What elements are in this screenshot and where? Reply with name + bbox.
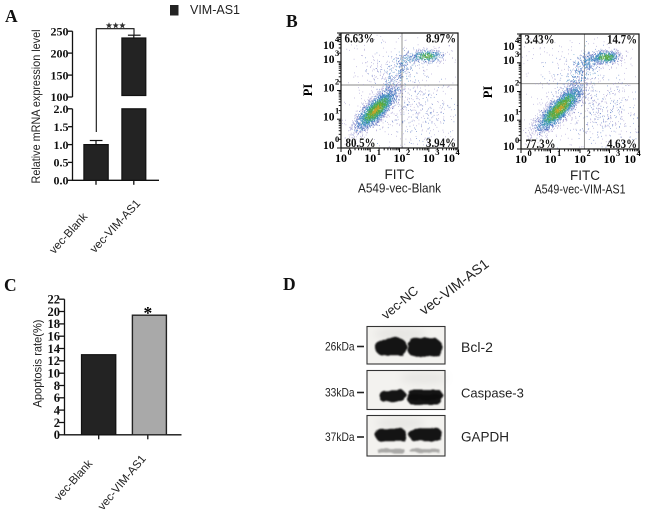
svg-text:200: 200 xyxy=(51,46,69,60)
svg-text:10: 10 xyxy=(323,111,335,123)
svg-text:150: 150 xyxy=(51,68,69,82)
svg-text:0: 0 xyxy=(335,134,339,144)
svg-text:10: 10 xyxy=(423,151,435,165)
svg-text:3: 3 xyxy=(515,49,519,59)
svg-text:10: 10 xyxy=(394,151,406,165)
svg-text:250: 250 xyxy=(51,24,69,38)
svg-text:8: 8 xyxy=(54,379,60,393)
svg-text:Apoptosis rate(%): Apoptosis rate(%) xyxy=(31,319,45,407)
svg-text:10: 10 xyxy=(48,367,61,381)
svg-text:3.43%: 3.43% xyxy=(525,32,555,46)
svg-text:2: 2 xyxy=(54,416,60,430)
svg-text:FITC: FITC xyxy=(570,168,600,183)
svg-text:0: 0 xyxy=(348,147,352,157)
svg-text:6: 6 xyxy=(54,391,60,405)
svg-text:A: A xyxy=(5,6,18,26)
svg-text:GAPDH: GAPDH xyxy=(461,430,509,445)
svg-text:B: B xyxy=(286,11,298,31)
svg-text:20: 20 xyxy=(48,305,61,319)
svg-text:10: 10 xyxy=(503,84,515,96)
svg-text:10: 10 xyxy=(323,40,335,52)
svg-text:3: 3 xyxy=(435,147,439,157)
svg-text:10: 10 xyxy=(323,54,335,66)
svg-text:4.63%: 4.63% xyxy=(607,137,637,151)
svg-text:4: 4 xyxy=(637,148,642,158)
svg-text:4: 4 xyxy=(335,34,340,44)
svg-text:PI: PI xyxy=(301,84,315,97)
svg-text:10: 10 xyxy=(443,151,455,165)
svg-text:18: 18 xyxy=(48,317,61,331)
svg-text:PI: PI xyxy=(481,86,495,99)
svg-text:26kDa: 26kDa xyxy=(325,340,355,354)
svg-text:4: 4 xyxy=(54,403,61,417)
svg-text:10: 10 xyxy=(323,83,335,95)
svg-text:4: 4 xyxy=(515,35,520,45)
svg-text:1: 1 xyxy=(335,105,339,115)
svg-text:80.5%: 80.5% xyxy=(346,136,376,150)
svg-text:10: 10 xyxy=(574,152,586,166)
svg-text:*: * xyxy=(144,303,153,323)
svg-text:Caspase-3: Caspase-3 xyxy=(461,386,524,401)
svg-text:10: 10 xyxy=(503,112,515,124)
svg-text:0: 0 xyxy=(515,135,519,145)
svg-text:10: 10 xyxy=(545,152,557,166)
svg-text:A549-vec-VIM-AS1: A549-vec-VIM-AS1 xyxy=(535,182,626,197)
svg-text:1: 1 xyxy=(557,148,561,158)
svg-text:16: 16 xyxy=(48,330,61,344)
svg-text:Bcl-2: Bcl-2 xyxy=(461,339,493,355)
svg-text:12: 12 xyxy=(48,354,61,368)
svg-text:10: 10 xyxy=(364,151,376,165)
svg-text:Relative mRNA expression level: Relative mRNA expression level xyxy=(29,30,43,184)
svg-text:3: 3 xyxy=(335,48,339,58)
svg-text:4: 4 xyxy=(456,147,461,157)
svg-text:1.5: 1.5 xyxy=(54,120,69,134)
svg-text:10: 10 xyxy=(604,152,616,166)
svg-text:14: 14 xyxy=(48,342,61,356)
svg-text:0: 0 xyxy=(528,148,532,158)
svg-text:FITC: FITC xyxy=(385,167,415,182)
svg-text:14.7%: 14.7% xyxy=(607,32,637,46)
svg-text:6.63%: 6.63% xyxy=(345,31,375,45)
svg-text:D: D xyxy=(283,274,296,294)
svg-text:1: 1 xyxy=(377,147,381,157)
svg-text:8.97%: 8.97% xyxy=(426,31,456,45)
svg-text:2: 2 xyxy=(587,148,591,158)
svg-text:0.5: 0.5 xyxy=(54,156,69,170)
svg-text:2: 2 xyxy=(406,147,410,157)
svg-text:3: 3 xyxy=(616,148,620,158)
svg-text:1: 1 xyxy=(515,106,519,116)
svg-text:3.94%: 3.94% xyxy=(426,136,456,150)
svg-text:10: 10 xyxy=(624,152,636,166)
svg-text:A549-vec-Blank: A549-vec-Blank xyxy=(358,181,441,196)
svg-text:10: 10 xyxy=(323,140,335,152)
svg-text:100: 100 xyxy=(51,90,69,104)
svg-text:77.3%: 77.3% xyxy=(526,137,556,151)
svg-text:0: 0 xyxy=(54,428,60,442)
svg-text:10: 10 xyxy=(515,152,527,166)
svg-text:33kDa: 33kDa xyxy=(325,386,355,400)
svg-text:37kDa: 37kDa xyxy=(325,430,355,444)
svg-text:10: 10 xyxy=(503,41,515,53)
svg-text:10: 10 xyxy=(503,55,515,67)
svg-text:C: C xyxy=(4,275,17,295)
svg-text:2.0: 2.0 xyxy=(54,102,69,116)
svg-text:2: 2 xyxy=(515,78,519,88)
svg-text:VIM-AS1: VIM-AS1 xyxy=(190,3,240,17)
svg-text:10: 10 xyxy=(503,141,515,153)
svg-text:22: 22 xyxy=(48,293,61,307)
svg-text:1.0: 1.0 xyxy=(54,138,69,152)
svg-text:10: 10 xyxy=(335,151,347,165)
svg-text:2: 2 xyxy=(335,77,339,87)
svg-text:0.0: 0.0 xyxy=(54,174,69,188)
